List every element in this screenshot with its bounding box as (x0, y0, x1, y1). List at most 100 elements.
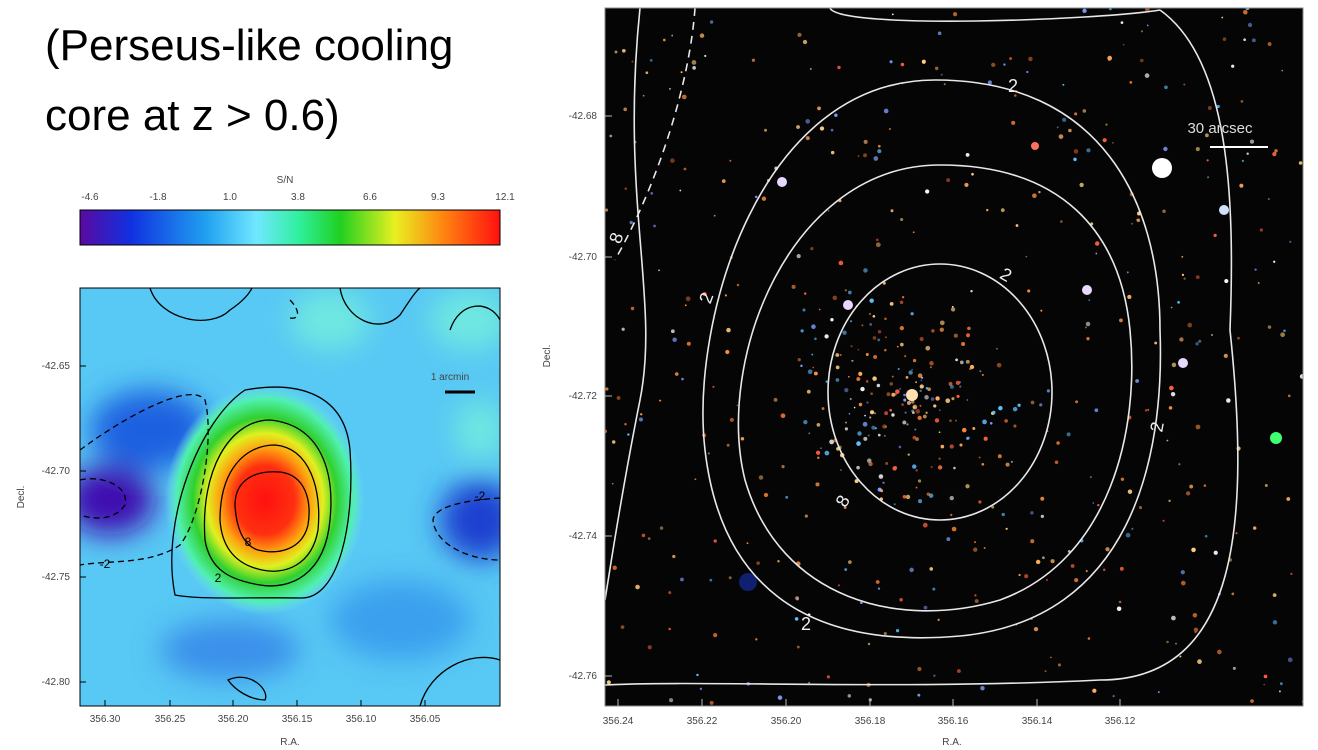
star (1025, 255, 1028, 258)
star (953, 333, 958, 338)
star (953, 12, 958, 17)
star (795, 596, 799, 600)
star (777, 560, 780, 563)
star (800, 329, 804, 333)
star (899, 300, 904, 305)
star (813, 371, 818, 376)
star (1040, 309, 1043, 312)
star (875, 242, 881, 248)
star (857, 348, 860, 351)
star (869, 298, 874, 303)
star (917, 415, 922, 420)
star (1247, 22, 1253, 28)
star (1152, 158, 1172, 178)
star (1280, 332, 1286, 338)
star (1178, 463, 1181, 466)
star (1086, 336, 1090, 341)
star (818, 308, 821, 311)
star (820, 447, 822, 450)
x-tick-label: 356.16 (938, 716, 969, 727)
star (996, 347, 998, 350)
star (904, 411, 907, 414)
x-tick-label: 356.14 (1022, 716, 1053, 727)
star (815, 450, 821, 455)
star (886, 392, 891, 397)
star (964, 182, 969, 187)
star (791, 284, 796, 289)
star (1213, 550, 1218, 555)
star (883, 108, 889, 114)
star (755, 638, 758, 641)
star (992, 410, 996, 415)
star (680, 71, 683, 74)
star (856, 441, 861, 446)
star (1259, 228, 1263, 232)
star (925, 411, 928, 414)
star (872, 314, 876, 318)
star (1222, 37, 1227, 42)
y-label: Decl. (16, 486, 27, 509)
star (899, 387, 902, 390)
star (1013, 424, 1017, 428)
star (882, 281, 886, 285)
star (638, 417, 643, 422)
star (844, 388, 849, 393)
frame (79, 287, 501, 707)
star (895, 389, 900, 394)
star (917, 666, 922, 672)
star (867, 434, 870, 437)
contour-label: -2 (475, 489, 486, 503)
star (612, 565, 617, 571)
star (924, 395, 929, 400)
star (889, 301, 894, 306)
star (1287, 657, 1293, 663)
star (809, 67, 812, 70)
star (642, 94, 645, 97)
star (1032, 193, 1037, 199)
star (1187, 322, 1193, 328)
star (1038, 190, 1041, 194)
star (1130, 222, 1133, 225)
star (1175, 642, 1177, 645)
star (802, 39, 808, 45)
star (1105, 547, 1110, 552)
star (1018, 573, 1021, 577)
star (1180, 580, 1186, 586)
star (845, 421, 848, 424)
star (1122, 43, 1125, 46)
star (949, 419, 952, 423)
star (966, 399, 969, 401)
colorbar-tick-label: 1.0 (223, 192, 237, 203)
star (974, 599, 979, 604)
star (1125, 532, 1131, 538)
star (844, 568, 848, 571)
star (746, 542, 749, 545)
star (1074, 578, 1079, 583)
star (986, 208, 989, 212)
star (901, 403, 904, 406)
star (935, 396, 940, 401)
x-tick-label: 356.20 (218, 714, 249, 725)
star (1056, 126, 1059, 129)
star (668, 591, 672, 595)
star (1011, 120, 1016, 125)
star (1223, 353, 1228, 358)
star (1082, 109, 1087, 113)
star (904, 355, 907, 358)
scale-label: 1 arcmin (431, 372, 469, 383)
star (920, 376, 924, 379)
star (869, 416, 872, 419)
star (978, 456, 981, 459)
star (863, 139, 868, 144)
x-tick-label: 356.10 (346, 714, 377, 725)
star (1192, 612, 1198, 618)
star (900, 62, 905, 67)
star (624, 187, 627, 190)
star (955, 380, 961, 385)
star (1003, 63, 1006, 66)
star (1211, 334, 1213, 336)
star (1273, 260, 1276, 263)
star (1109, 8, 1112, 11)
star (922, 414, 927, 419)
